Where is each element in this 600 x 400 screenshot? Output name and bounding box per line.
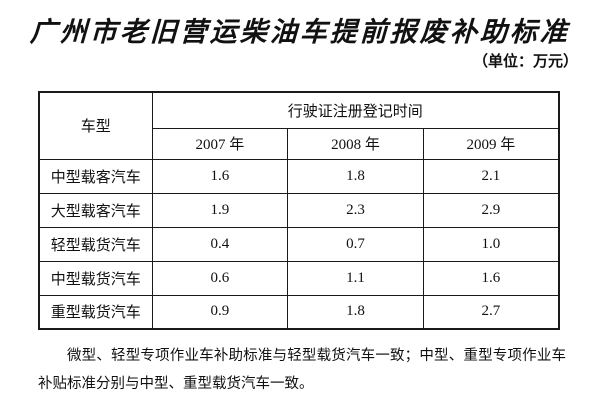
value-cell: 2.9 [422, 192, 560, 228]
value-cell: 1.8 [287, 158, 424, 194]
value-cell: 1.6 [151, 158, 289, 194]
header-registration-time: 行驶证注册登记时间 [151, 91, 560, 129]
header-year-2008: 2008 年 [287, 127, 424, 160]
table-row: 轻型载货汽车 0.4 0.7 1.0 [38, 226, 560, 262]
subsidy-table: 车型 行驶证注册登记时间 2007 年 2008 年 2009 年 中型载客汽车… [38, 91, 560, 330]
vehicle-type-cell: 中型载客汽车 [38, 158, 153, 194]
value-cell: 1.0 [422, 226, 560, 262]
table-row: 重型载货汽车 0.9 1.8 2.7 [38, 294, 560, 330]
header-vehicle-type: 车型 [38, 91, 153, 160]
value-cell: 1.1 [287, 260, 424, 296]
table-header-row-2: 2007 年 2008 年 2009 年 [39, 127, 560, 160]
table-header-row-1: 车型 行驶证注册登记时间 [38, 91, 560, 160]
table-row: 大型载客汽车 1.9 2.3 2.9 [38, 192, 560, 228]
table-row: 中型载客汽车 1.6 1.8 2.1 [38, 158, 560, 194]
value-cell: 1.9 [151, 192, 289, 228]
value-cell: 2.1 [422, 158, 560, 194]
value-cell: 0.6 [151, 260, 289, 296]
table-row: 中型载货汽车 0.6 1.1 1.6 [38, 260, 560, 296]
unit-note: （单位：万元） [472, 53, 578, 70]
page-title: 广州市老旧营运柴油车提前报废补助标准 [29, 17, 571, 47]
value-cell: 1.6 [422, 260, 560, 296]
vehicle-type-cell: 大型载客汽车 [38, 192, 153, 228]
header-year-2009: 2009 年 [422, 127, 560, 160]
value-cell: 2.3 [287, 192, 424, 228]
header-year-2007: 2007 年 [151, 127, 289, 160]
value-cell: 0.7 [287, 226, 424, 262]
vehicle-type-cell: 重型载货汽车 [38, 294, 153, 330]
value-cell: 0.4 [151, 226, 289, 262]
value-cell: 2.7 [422, 294, 560, 330]
vehicle-type-cell: 轻型载货汽车 [38, 226, 153, 262]
value-cell: 0.9 [151, 294, 289, 330]
footnote: 微型、轻型专项作业车补助标准与轻型载货汽车一致；中型、重型专项作业车补贴标准分别… [38, 348, 566, 392]
vehicle-type-cell: 中型载货汽车 [38, 260, 153, 296]
value-cell: 1.8 [287, 294, 424, 330]
